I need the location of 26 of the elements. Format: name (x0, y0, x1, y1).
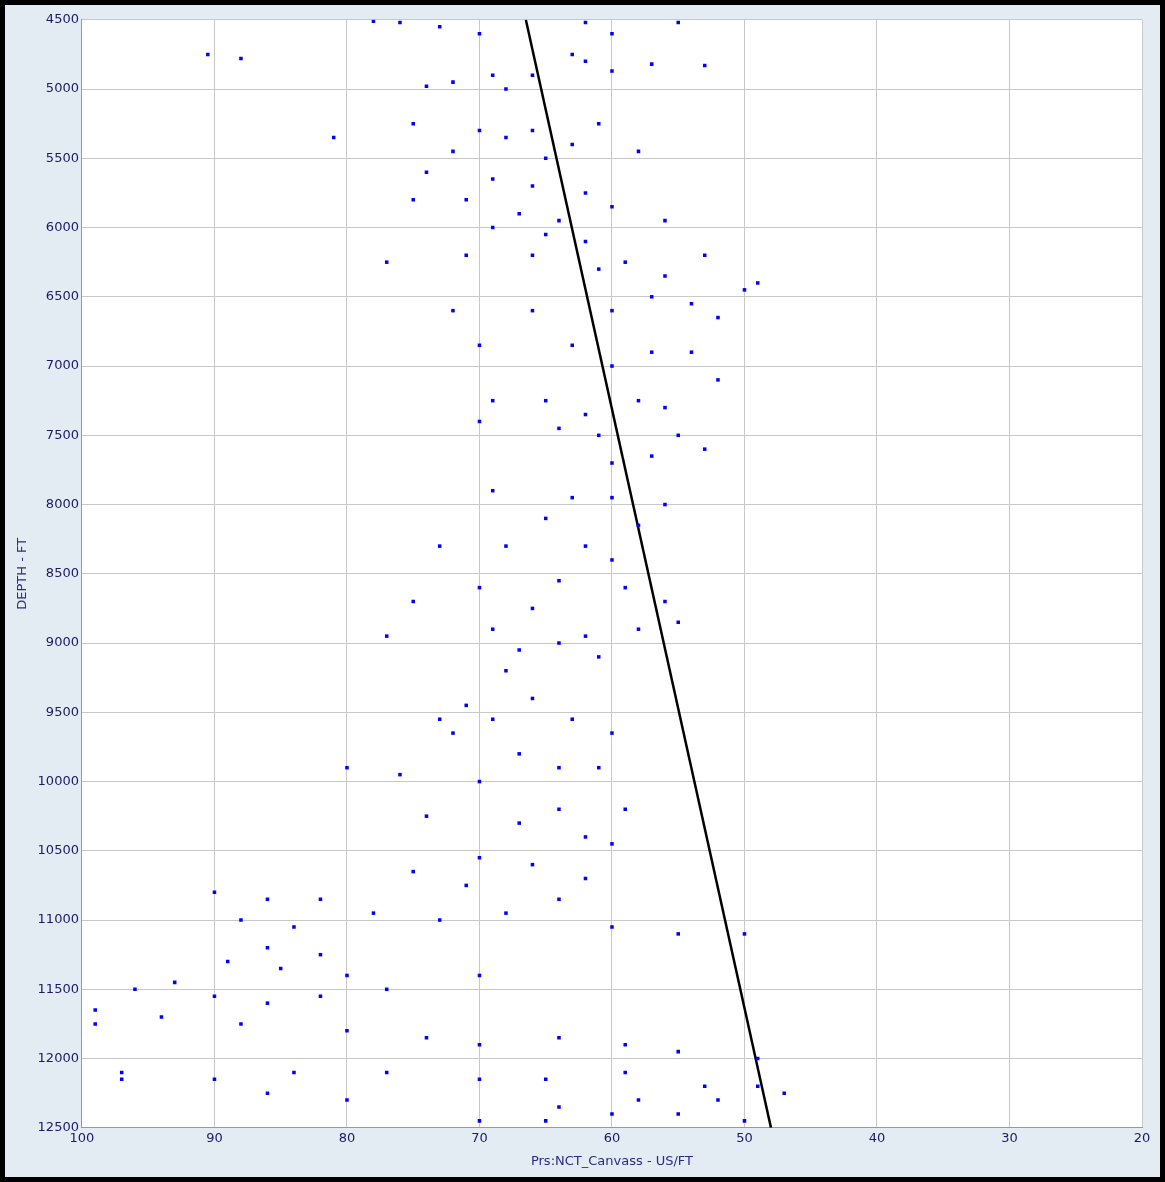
x-tick-label: 50 (736, 1129, 753, 1145)
x-tick-label: 80 (338, 1129, 356, 1145)
y-tick-label: 8000 (45, 495, 79, 511)
y-tick-label: 4500 (45, 11, 79, 27)
x-tick-label: 90 (206, 1129, 223, 1145)
y-tick-label: 6000 (45, 218, 79, 234)
y-tick-label: 5000 (45, 80, 79, 96)
y-tick-label: 10500 (37, 842, 79, 858)
y-tick-label: 11500 (37, 980, 79, 996)
x-tick-label: 20 (1133, 1129, 1151, 1145)
y-tick-label: 12000 (37, 1049, 79, 1065)
y-tick-label: 9500 (45, 703, 79, 719)
y-tick-label: 6500 (45, 288, 79, 304)
y-tick-label: 5500 (45, 149, 79, 165)
x-axis-title: Prs:NCT_Canvass - US/FT (530, 1152, 694, 1168)
y-tick-label: 8500 (45, 565, 79, 581)
x-tick-label: 60 (603, 1129, 621, 1145)
y-tick-label: 10000 (37, 772, 79, 788)
y-tick-label: 9000 (45, 634, 79, 650)
y-tick-label: 11000 (37, 911, 79, 927)
x-tick-label: 70 (471, 1129, 488, 1145)
x-tick-label: 30 (1001, 1129, 1018, 1145)
x-tick-label: 40 (868, 1129, 886, 1145)
y-tick-label: 7500 (45, 426, 79, 442)
y-axis-title: DEPTH - FT (14, 537, 30, 610)
y-tick-label: 7000 (45, 357, 79, 373)
